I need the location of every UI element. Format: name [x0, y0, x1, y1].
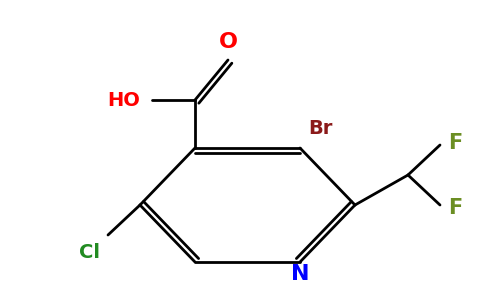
Text: F: F — [448, 198, 462, 218]
Text: HO: HO — [107, 91, 140, 110]
Text: F: F — [448, 133, 462, 153]
Text: Cl: Cl — [79, 242, 100, 262]
Text: N: N — [291, 264, 309, 284]
Text: Br: Br — [308, 118, 333, 137]
Text: O: O — [218, 32, 238, 52]
